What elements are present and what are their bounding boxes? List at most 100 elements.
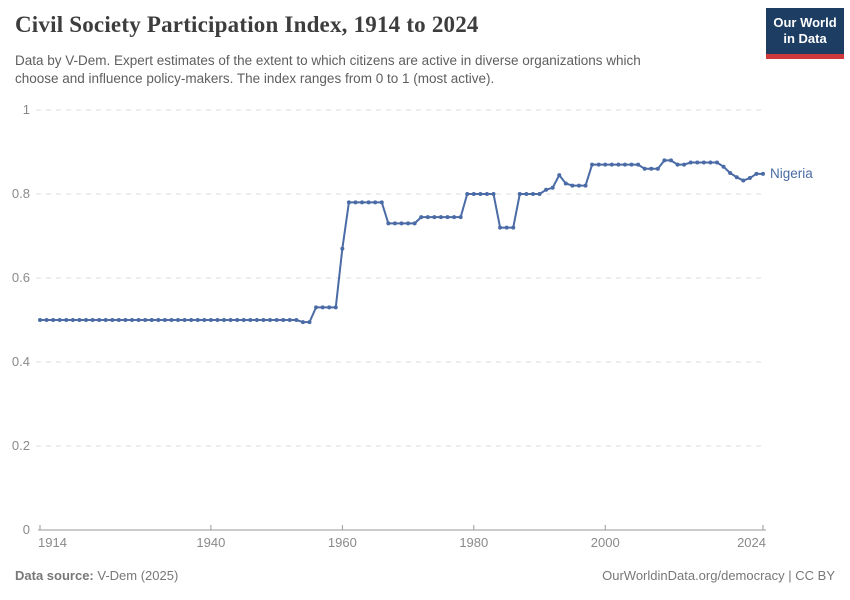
data-point[interactable] xyxy=(143,318,148,322)
data-point[interactable] xyxy=(576,183,581,188)
data-point[interactable] xyxy=(484,192,489,196)
data-point[interactable] xyxy=(373,200,378,205)
data-point[interactable] xyxy=(281,318,286,322)
license-note[interactable]: OurWorldinData.org/democracy | CC BY xyxy=(602,568,835,583)
data-point[interactable] xyxy=(734,175,739,180)
data-point[interactable] xyxy=(616,162,621,167)
data-point[interactable] xyxy=(103,318,108,322)
data-point[interactable] xyxy=(419,215,424,220)
data-point[interactable] xyxy=(471,192,476,196)
data-point[interactable] xyxy=(215,318,220,322)
data-point[interactable] xyxy=(379,200,384,205)
data-point[interactable] xyxy=(498,225,503,230)
data-point[interactable] xyxy=(655,166,660,171)
data-point[interactable] xyxy=(438,215,443,220)
data-point[interactable] xyxy=(162,318,167,322)
data-point[interactable] xyxy=(51,318,56,322)
data-point[interactable] xyxy=(517,192,522,196)
series-label-nigeria[interactable]: Nigeria xyxy=(770,166,813,181)
data-point[interactable] xyxy=(452,215,457,220)
data-point[interactable] xyxy=(320,305,325,310)
data-point[interactable] xyxy=(399,221,404,226)
data-point[interactable] xyxy=(261,318,266,322)
data-point[interactable] xyxy=(478,192,483,196)
data-point[interactable] xyxy=(695,160,700,165)
data-point[interactable] xyxy=(425,215,430,220)
data-point[interactable] xyxy=(241,318,246,322)
data-point[interactable] xyxy=(116,318,121,322)
data-point[interactable] xyxy=(149,318,154,322)
data-point[interactable] xyxy=(353,200,358,205)
data-point[interactable] xyxy=(682,162,687,167)
data-point[interactable] xyxy=(747,176,752,181)
data-point[interactable] xyxy=(590,162,595,167)
data-point[interactable] xyxy=(649,166,654,171)
data-point[interactable] xyxy=(537,192,542,196)
data-point[interactable] xyxy=(176,318,181,322)
data-point[interactable] xyxy=(294,318,299,322)
data-point[interactable] xyxy=(524,192,529,196)
data-point[interactable] xyxy=(64,318,69,322)
data-point[interactable] xyxy=(182,318,187,322)
data-point[interactable] xyxy=(287,318,292,322)
data-point[interactable] xyxy=(550,185,555,190)
data-point[interactable] xyxy=(90,318,95,322)
data-point[interactable] xyxy=(636,162,641,167)
data-point[interactable] xyxy=(432,215,437,220)
data-point[interactable] xyxy=(208,318,213,322)
data-point[interactable] xyxy=(596,162,601,167)
data-point[interactable] xyxy=(445,215,450,220)
data-point[interactable] xyxy=(563,181,568,186)
data-point[interactable] xyxy=(123,318,128,322)
data-point[interactable] xyxy=(544,187,549,192)
data-point[interactable] xyxy=(314,305,319,310)
data-point[interactable] xyxy=(714,160,719,165)
data-point[interactable] xyxy=(360,200,365,205)
data-point[interactable] xyxy=(268,318,273,322)
data-point[interactable] xyxy=(609,162,614,167)
data-point[interactable] xyxy=(97,318,102,322)
data-point[interactable] xyxy=(662,158,667,163)
data-point[interactable] xyxy=(583,183,588,188)
data-point[interactable] xyxy=(254,318,259,322)
data-point[interactable] xyxy=(761,171,765,176)
data-point[interactable] xyxy=(136,318,141,322)
data-point[interactable] xyxy=(392,221,397,226)
data-point[interactable] xyxy=(44,318,49,322)
data-point[interactable] xyxy=(300,320,305,325)
data-point[interactable] xyxy=(169,318,174,322)
data-point[interactable] xyxy=(38,318,42,322)
data-point[interactable] xyxy=(235,318,240,322)
data-point[interactable] xyxy=(465,192,470,196)
data-point[interactable] xyxy=(570,183,575,188)
data-point[interactable] xyxy=(728,171,733,175)
data-point[interactable] xyxy=(189,318,194,322)
data-point[interactable] xyxy=(57,318,62,322)
data-point[interactable] xyxy=(84,318,89,322)
data-point[interactable] xyxy=(346,200,351,205)
series-line-nigeria[interactable] xyxy=(39,159,764,324)
data-point[interactable] xyxy=(406,221,411,226)
data-point[interactable] xyxy=(412,221,417,226)
data-point[interactable] xyxy=(386,221,391,226)
data-point[interactable] xyxy=(491,192,496,196)
data-point[interactable] xyxy=(603,162,608,167)
data-point[interactable] xyxy=(701,160,706,165)
data-point[interactable] xyxy=(511,225,516,230)
data-point[interactable] xyxy=(327,305,332,310)
owid-logo[interactable]: Our World in Data xyxy=(766,8,844,59)
data-point[interactable] xyxy=(721,164,726,169)
data-point[interactable] xyxy=(248,318,253,322)
data-point[interactable] xyxy=(202,318,207,322)
data-point[interactable] xyxy=(629,162,634,167)
data-point[interactable] xyxy=(222,318,227,322)
data-point[interactable] xyxy=(70,318,75,322)
data-point[interactable] xyxy=(228,318,233,322)
data-point[interactable] xyxy=(333,305,338,310)
data-point[interactable] xyxy=(366,200,371,205)
data-point[interactable] xyxy=(307,320,312,325)
data-point[interactable] xyxy=(195,318,200,322)
data-point[interactable] xyxy=(530,192,535,196)
data-point[interactable] xyxy=(675,162,680,167)
data-point[interactable] xyxy=(688,160,693,165)
